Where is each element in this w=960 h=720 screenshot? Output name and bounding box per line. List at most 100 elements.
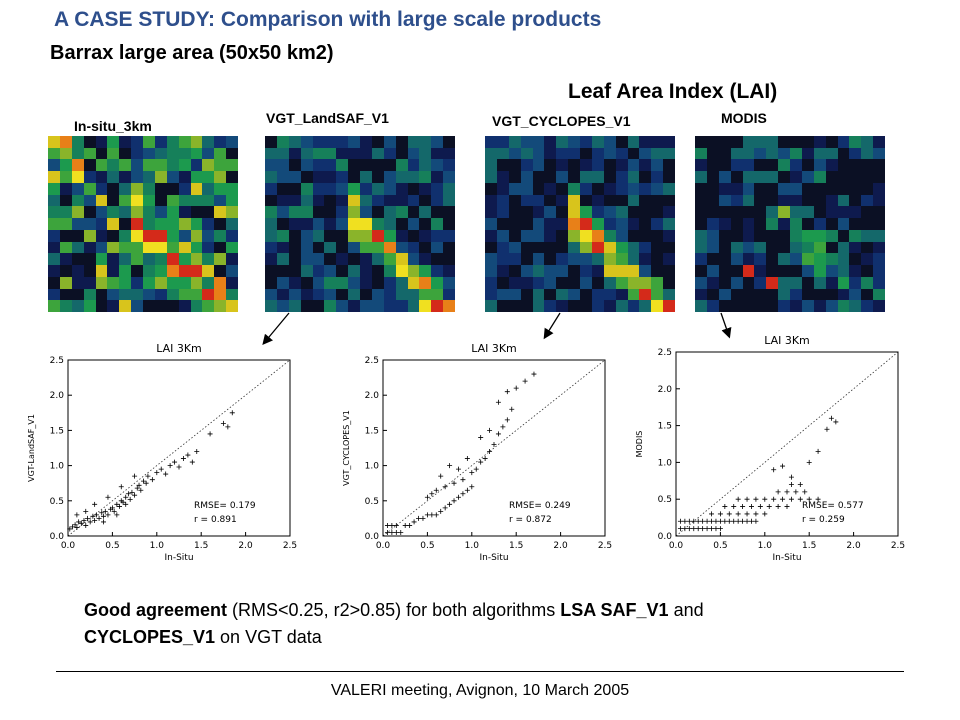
map-pixel [119,182,132,195]
map-pixel [419,147,432,160]
map-pixel [742,276,755,289]
map-pixel [695,300,707,312]
map-pixel [849,206,862,219]
map-pixel [742,147,755,160]
plot-stat: r = 0.891 [194,515,237,525]
y-tick-label: 2.0 [658,385,673,395]
map-pixel [615,218,628,230]
map-pixel [59,136,72,148]
map-pixel [861,194,874,207]
map-pixel [873,182,885,195]
map-pixel [48,276,60,289]
map-pixel [407,159,420,172]
map-pixel [131,194,143,207]
map-pixel [119,241,132,254]
map-pixel [532,241,545,254]
map-pixel [383,288,396,301]
map-pixel [276,288,289,301]
map-pixel [544,276,557,289]
map-pixel [371,288,384,301]
map-pixel [849,194,862,207]
map-pixel [813,206,826,219]
map-pixel [861,276,874,289]
map-pixel [226,276,238,289]
y-tick-label: 1.5 [365,426,379,436]
map-pixel [849,229,862,242]
map-label-modis: MODIS [721,110,767,126]
data-point [123,501,129,507]
data-point [83,508,89,514]
map-pixel [119,253,132,266]
map-pixel [431,276,444,289]
map-pixel [383,218,396,230]
map-pixel [154,136,167,148]
map-pixel [202,300,215,312]
conclusion-text-2: and [668,600,704,620]
data-point [691,526,697,532]
map-pixel [706,265,719,277]
identity-line [382,359,606,537]
map-pixel [508,241,521,254]
map-pixel [166,253,179,266]
data-point [726,518,732,524]
y-tick-label: 2.0 [50,391,65,401]
map-pixel [419,241,432,254]
map-pixel [801,253,814,266]
map-pixel [532,253,545,266]
map-pixel [778,276,790,289]
map-pixel [336,136,349,148]
map-pixel [312,265,325,277]
map-pixel [226,206,238,219]
x-axis-label: In-Situ [772,553,801,563]
map-pixel [801,194,814,207]
map-pixel [485,241,497,254]
map-pixel [730,229,743,242]
map-pixel [360,206,372,219]
map-pixel [706,241,719,254]
x-tick-label: 0.5 [420,541,434,551]
map-pixel [348,206,360,219]
slide-title: A CASE STUDY: Comparison with large scal… [54,8,602,31]
map-pixel [419,300,432,312]
map-pixel [580,136,592,148]
map-pixel [154,265,167,277]
data-point [455,494,461,500]
map-pixel [591,229,604,242]
map-pixel [336,288,349,301]
map-pixel [627,159,640,172]
map-pixel [520,253,533,266]
map-pixel [615,182,628,195]
x-tick-label: 2.5 [891,541,905,551]
map-pixel [813,276,826,289]
lai-map-modis [695,136,885,312]
map-pixel [288,241,301,254]
map-pixel [59,182,72,195]
map-pixel [202,241,215,254]
map-pixel [324,147,337,160]
map-pixel [178,265,191,277]
map-pixel [825,265,838,277]
data-point [402,522,408,528]
plot-title: LAI 3Km [471,342,517,355]
map-pixel [801,182,814,195]
data-point [487,427,493,433]
map-pixel [556,241,569,254]
map-pixel [143,241,155,254]
map-pixel [143,136,155,148]
map-pixel [431,159,444,172]
map-pixel [663,147,675,160]
map-pixel [131,171,143,183]
map-pixel [825,276,838,289]
map-pixel [265,253,277,266]
map-pixel [166,276,179,289]
map-pixel [107,288,120,301]
data-point [753,496,759,502]
map-pixel [48,253,60,266]
map-pixel [766,159,779,172]
map-pixel [300,136,313,148]
map-pixel [407,253,420,266]
map-pixel [508,194,521,207]
map-pixel [190,253,203,266]
map-pixel [71,182,84,195]
data-point [67,526,73,532]
